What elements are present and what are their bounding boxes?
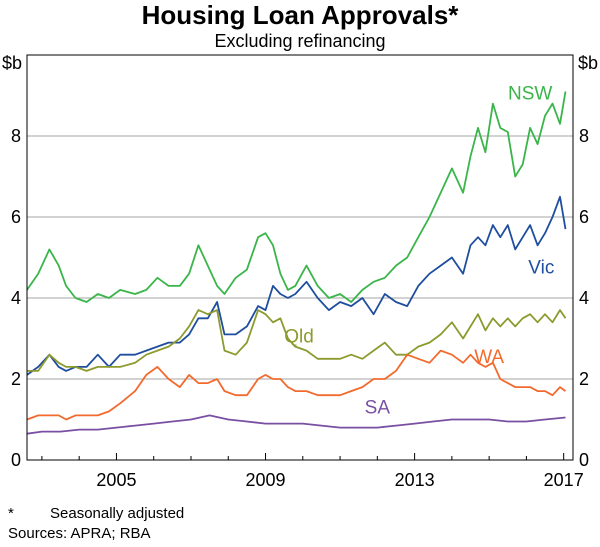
series-line-sa xyxy=(26,414,566,435)
series-line-qld xyxy=(27,309,567,372)
footnote-text: Seasonally adjusted xyxy=(50,505,185,522)
y-tick-label-left: 6 xyxy=(11,207,21,227)
series-line-nsw xyxy=(26,91,567,303)
series-line-wa xyxy=(26,349,567,421)
series-label-vic: Vic xyxy=(528,258,554,279)
y-tick-label-right: 4 xyxy=(579,288,589,308)
y-tick-label-left: 2 xyxy=(11,369,21,389)
y-tick-label-left: 8 xyxy=(11,126,21,146)
y-tick-label-right: 2 xyxy=(579,369,589,389)
footnote-sources: Sources: APRA; RBA xyxy=(8,525,151,542)
x-tick-label: 2013 xyxy=(395,470,435,490)
x-tick-label: 2009 xyxy=(246,470,286,490)
series-line-vic xyxy=(26,195,567,376)
y-tick-label-right: 8 xyxy=(579,126,589,146)
y-axis-unit-right: $b xyxy=(578,53,598,73)
y-tick-label-right: 6 xyxy=(579,207,589,227)
plot-frame xyxy=(26,54,574,461)
y-tick-label-right: 0 xyxy=(579,450,589,470)
series-label-qld: Qld xyxy=(284,327,314,348)
x-tick-label: 2005 xyxy=(96,470,136,490)
chart-title: Housing Loan Approvals* xyxy=(141,0,459,30)
footnote-seasonal: * Seasonally adjusted xyxy=(8,505,184,523)
y-tick-label-left: 0 xyxy=(11,450,21,470)
series-label-wa: WA xyxy=(474,347,504,368)
footnote-marker: * xyxy=(8,505,14,522)
series-label-nsw: NSW xyxy=(508,84,552,105)
y-axis-unit-left: $b xyxy=(2,53,22,73)
x-tick-label: 2017 xyxy=(544,470,584,490)
chart-subtitle: Excluding refinancing xyxy=(214,31,386,51)
y-tick-label-left: 4 xyxy=(11,288,21,308)
series-label-sa: SA xyxy=(365,397,391,418)
